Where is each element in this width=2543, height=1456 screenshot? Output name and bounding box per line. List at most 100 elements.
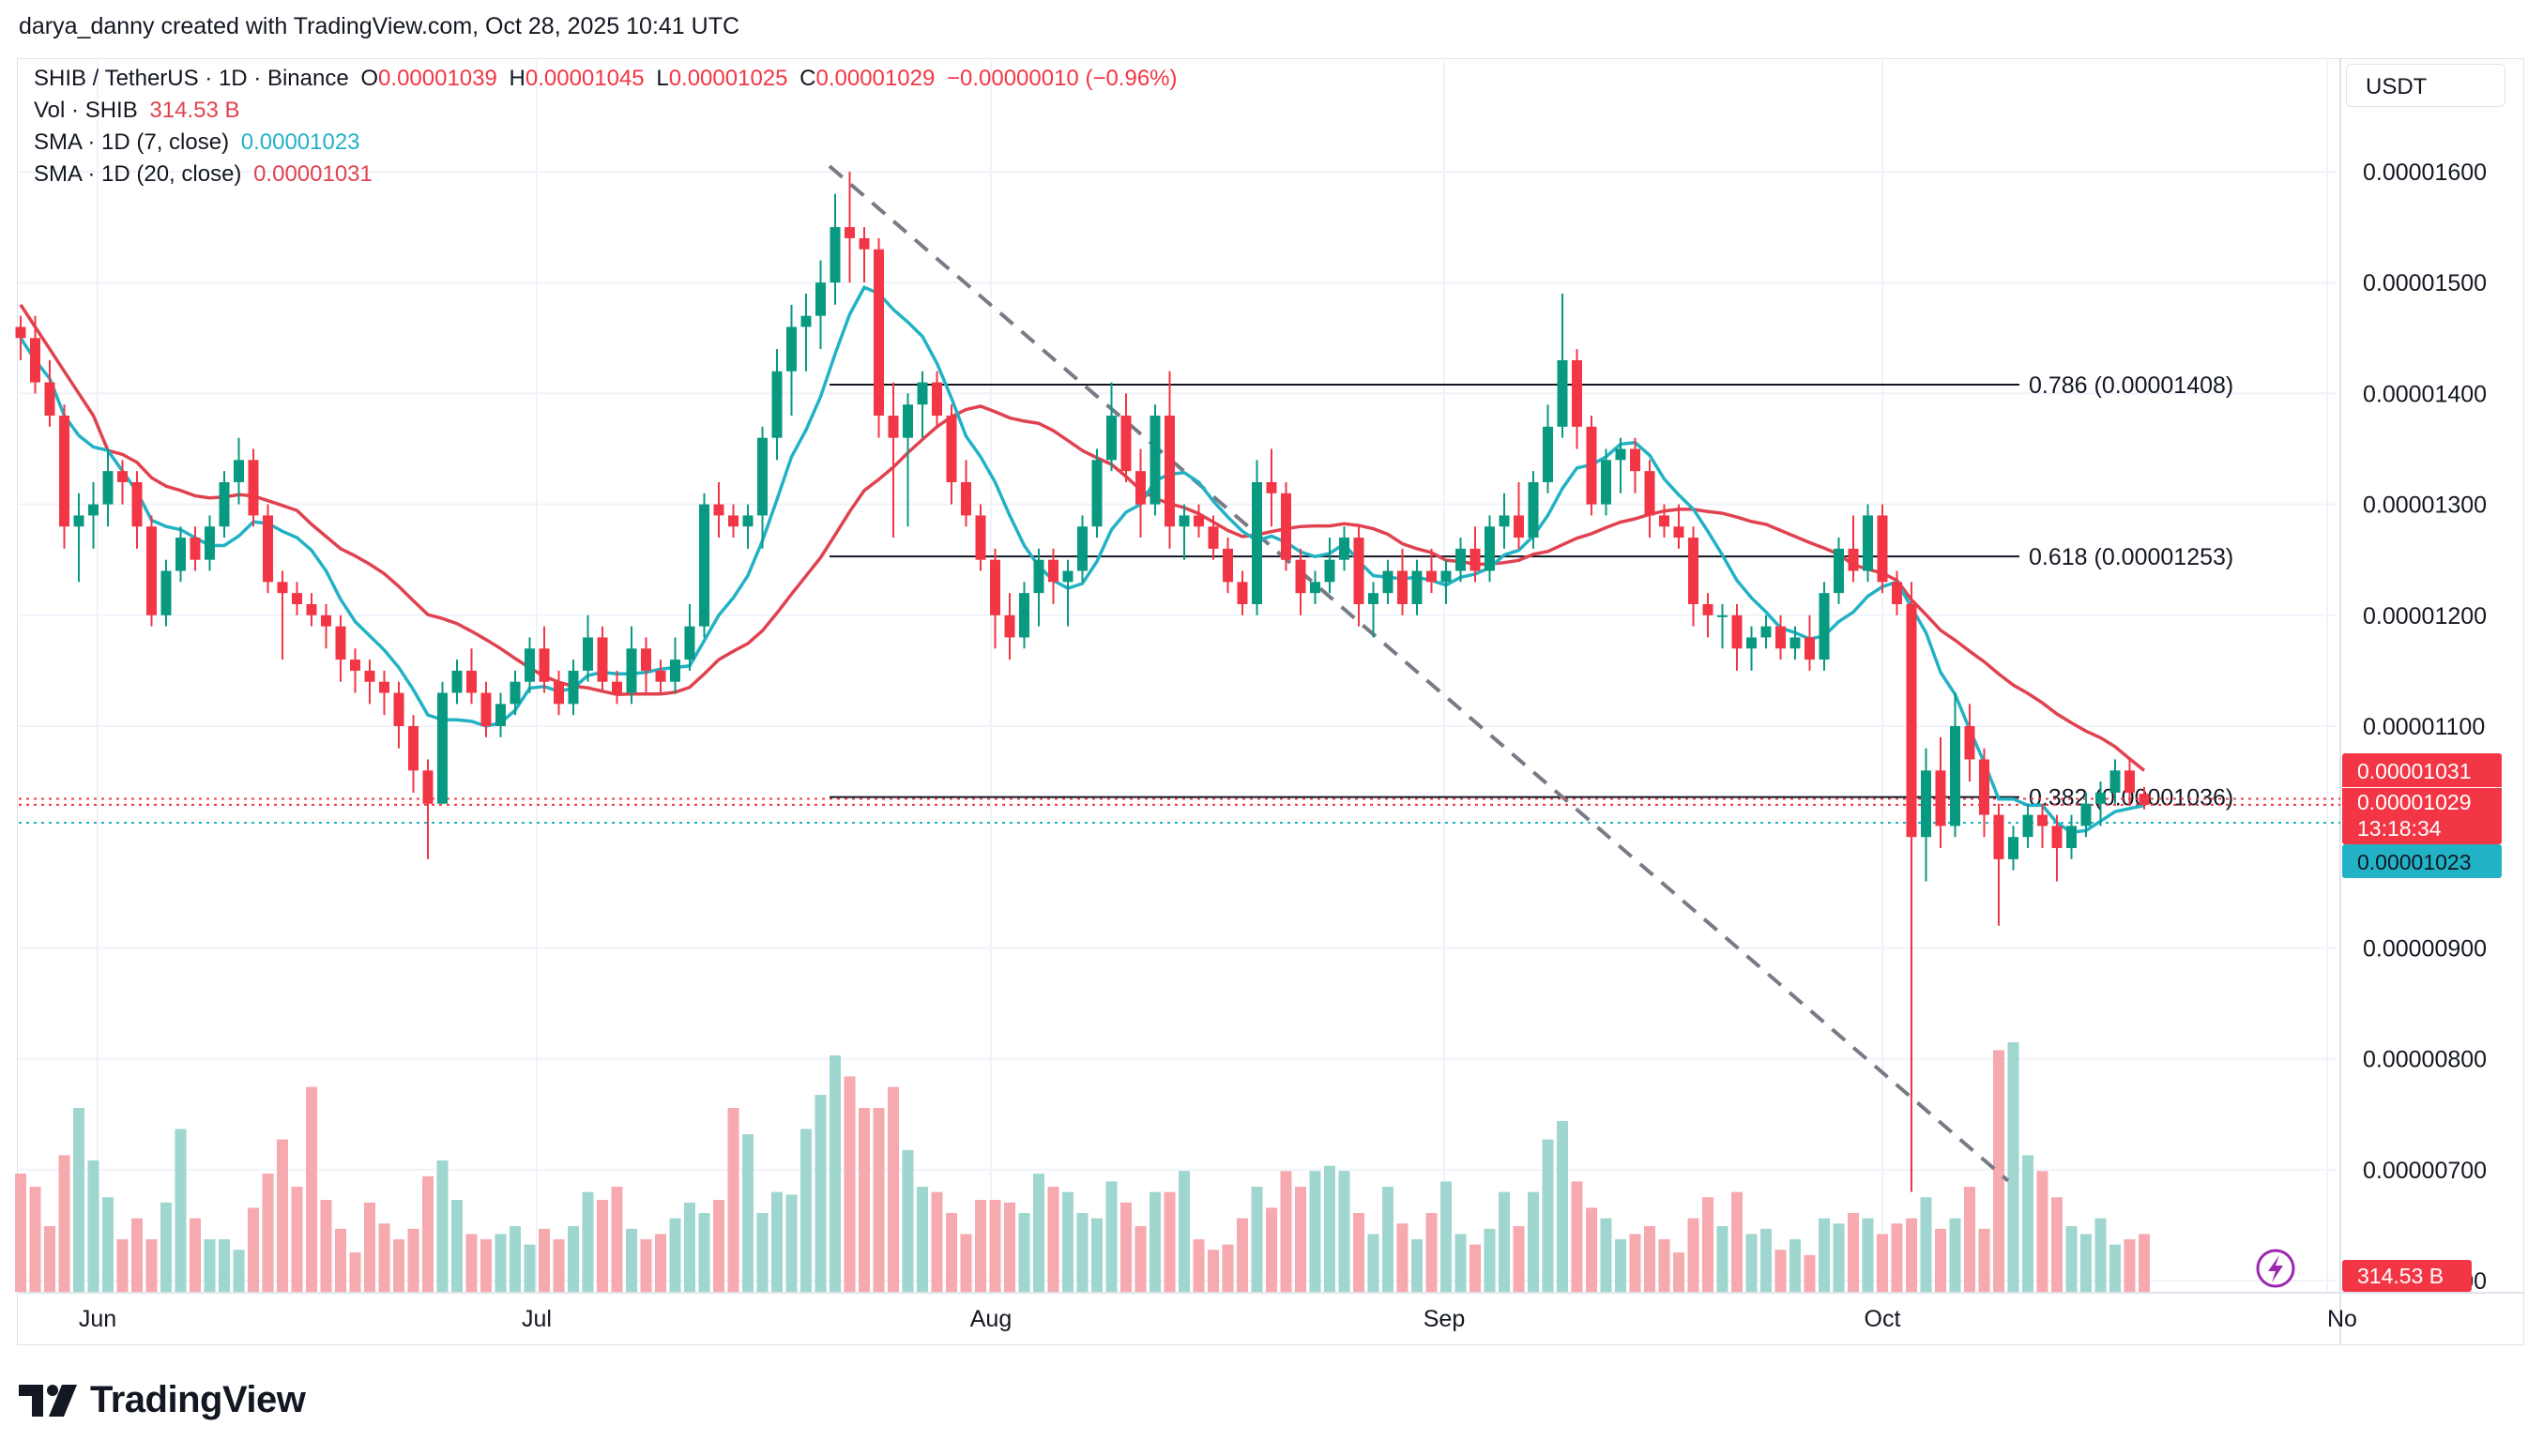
candle-body — [1702, 603, 1713, 615]
volume-bar — [1179, 1171, 1190, 1292]
candle-body — [1426, 570, 1437, 583]
legend-l-value: 0.00001025 — [668, 66, 788, 91]
candle-body — [466, 670, 477, 693]
candle-body — [263, 515, 273, 583]
volume-bar — [1615, 1239, 1626, 1292]
volume-bar — [960, 1234, 972, 1292]
volume-bar — [1367, 1234, 1379, 1292]
volume-bar — [815, 1095, 827, 1292]
candle-body — [1048, 559, 1058, 583]
candle-body — [2037, 814, 2048, 827]
volume-bar — [436, 1160, 449, 1292]
volume-bar — [1018, 1213, 1030, 1292]
volume-bar — [320, 1200, 332, 1292]
candle-body — [554, 681, 564, 705]
candle-body — [1804, 637, 1815, 660]
y-tick-label: 0.00001600 — [2363, 159, 2487, 186]
volume-bar — [1120, 1202, 1132, 1292]
candle-body — [234, 460, 244, 482]
volume-bar — [568, 1226, 579, 1292]
candle-body — [568, 670, 579, 705]
volume-bar — [116, 1239, 129, 1292]
volume-bar — [1629, 1234, 1641, 1292]
legend-sma7-label: SMA · 1D (7, close) — [34, 129, 230, 155]
volume-bar — [756, 1213, 769, 1292]
volume-bar — [131, 1218, 143, 1292]
volume-bar — [1658, 1239, 1670, 1292]
candle-body — [525, 648, 535, 682]
candle-body — [932, 382, 942, 417]
volume-bar — [902, 1149, 914, 1292]
volume-bar — [393, 1239, 404, 1292]
candle-body — [277, 582, 288, 594]
candle-body — [205, 526, 215, 560]
volume-bar — [1033, 1174, 1044, 1292]
x-tick-label: Oct — [1865, 1306, 1901, 1332]
legend-c-value: 0.00001029 — [815, 66, 936, 91]
candle-body — [888, 416, 899, 438]
dashed-trendline — [828, 164, 2010, 1183]
sma20-line — [19, 303, 2146, 772]
flash-icon[interactable] — [2256, 1249, 2295, 1288]
volume-bar — [989, 1200, 1001, 1292]
volume-bar — [1673, 1252, 1684, 1292]
volume-bar — [1295, 1187, 1306, 1292]
legend-symbol[interactable]: SHIB / TetherUS · 1D · Binance — [34, 66, 349, 91]
volume-bar — [1528, 1191, 1539, 1292]
candle-body — [1004, 614, 1015, 638]
candle-body — [2124, 770, 2135, 793]
volume-bar — [2007, 1042, 2019, 1292]
candle-body — [815, 282, 826, 316]
x-tick-label: Jun — [79, 1306, 116, 1332]
candle-body — [990, 559, 1000, 615]
candle-body — [655, 670, 666, 682]
candle-body — [1499, 515, 1510, 527]
volume-bar — [1454, 1234, 1467, 1292]
volume-bar — [830, 1055, 841, 1292]
candle-body — [612, 681, 622, 693]
candle-body — [30, 338, 40, 383]
volume-bar — [465, 1234, 478, 1292]
legend-sma7[interactable]: SMA · 1D (7, close) 0.00001023 — [34, 129, 366, 156]
volume-bar — [1208, 1250, 1219, 1292]
chart-frame — [17, 58, 2524, 1345]
candle-body — [422, 770, 434, 804]
volume-bar — [1557, 1121, 1568, 1292]
x-tick-label: Jul — [522, 1306, 552, 1332]
volume-bar — [1687, 1218, 1699, 1292]
volume-bar — [480, 1239, 492, 1292]
candle-body — [771, 371, 783, 438]
candle-body — [1339, 538, 1349, 560]
candle-body — [306, 603, 317, 615]
candle-body — [1091, 460, 1103, 527]
candle-body — [160, 570, 172, 615]
volume-bar — [160, 1202, 172, 1292]
tradingview-logo[interactable]: TradingView — [19, 1379, 306, 1421]
candle-body — [510, 681, 521, 705]
candle-body — [1993, 814, 2004, 859]
candle-body — [917, 382, 928, 405]
candle-body — [1834, 548, 1844, 594]
volume-bar — [335, 1228, 346, 1292]
volume-bar — [2124, 1239, 2136, 1292]
volume-badge: 314.53 B — [2342, 1260, 2472, 1292]
candle-body — [2109, 770, 2121, 793]
volume-bar — [1949, 1218, 1961, 1292]
candle-body — [1848, 548, 1859, 571]
candle-body — [1760, 626, 1772, 638]
candle-body — [1353, 538, 1364, 604]
volume-bar — [1499, 1191, 1510, 1292]
currency-unit-button[interactable]: USDT — [2346, 64, 2505, 107]
y-tick-label: 0.00001100 — [2363, 714, 2485, 740]
legend-h-label: H — [509, 66, 525, 91]
legend-sma20[interactable]: SMA · 1D (20, close) 0.00001031 — [34, 161, 378, 188]
volume-bar — [1396, 1223, 1409, 1292]
legend-volume[interactable]: Vol · SHIB 314.53 B — [34, 98, 245, 124]
volume-bar — [277, 1139, 288, 1292]
volume-bar — [1469, 1244, 1481, 1292]
candle-body — [1194, 515, 1204, 527]
volume-bar — [873, 1108, 885, 1292]
volume-bar — [2139, 1234, 2150, 1292]
candle-body — [1877, 515, 1888, 583]
